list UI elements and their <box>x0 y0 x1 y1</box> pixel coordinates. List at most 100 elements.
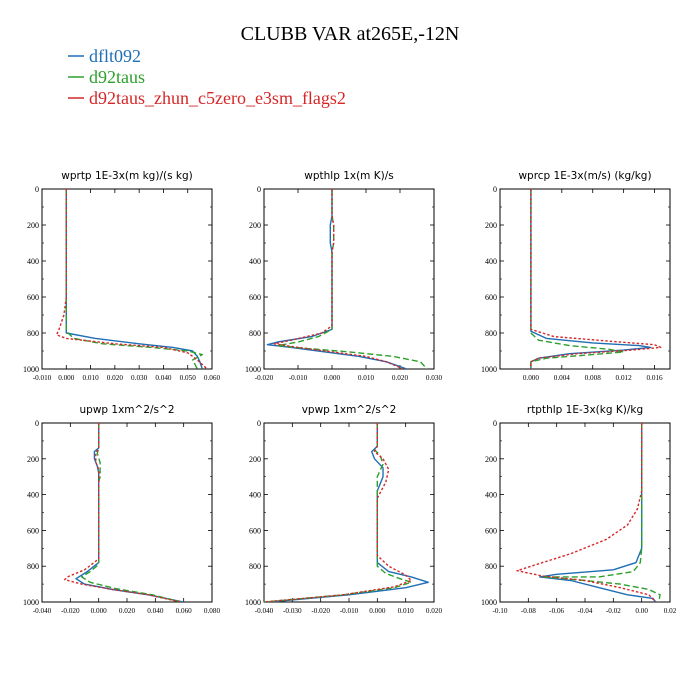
y-tick-label: 1000 <box>23 598 39 607</box>
x-tick-label: -0.010 <box>340 607 359 615</box>
series-line-d92taus-zhun-c5zero-e3sm-flags2 <box>64 423 181 602</box>
series-line-d92taus <box>530 189 625 369</box>
panel-3: wprcp 1E-3x(m/s) (kg/kg) 0 200 400 600 800 100… <box>481 170 671 382</box>
x-tick-label: -0.08 <box>521 607 536 615</box>
x-tick-label: -0.06 <box>549 607 564 615</box>
panel-title: wprtp 1E-3x(m kg)/(s kg) <box>61 170 192 182</box>
x-tick-label: 0.020 <box>119 607 136 615</box>
x-tick-label: -0.020 <box>311 607 330 615</box>
series-line-d92taus <box>264 423 412 602</box>
legend: dflt092 d92taus d92taus_zhun_c5zero_e3sm… <box>68 46 346 108</box>
legend-entry-dflt092: dflt092 <box>68 46 141 66</box>
y-tick-label: 600 <box>27 526 39 535</box>
y-tick-label: 1000 <box>23 365 39 374</box>
y-tick-label: 200 <box>249 455 261 464</box>
series-line-dflt092 <box>65 189 203 369</box>
x-tick-label: 0.030 <box>131 374 148 382</box>
y-tick-label: 800 <box>27 329 39 338</box>
x-tick-label: 0.000 <box>91 607 108 615</box>
y-tick-label: 400 <box>249 491 261 500</box>
x-tick-label: 0.020 <box>426 607 443 615</box>
x-tick-label: -0.020 <box>255 374 274 382</box>
x-tick-label: 0.020 <box>392 374 409 382</box>
x-tick-label: 0.030 <box>426 374 443 382</box>
series-line-dflt092 <box>75 423 184 602</box>
panel-4: upwp 1xm^2/s^2 0 200 400 600 800 1000-0.040 -0.… <box>23 404 220 615</box>
y-tick-label: 1000 <box>481 598 497 607</box>
y-tick-label: 800 <box>27 562 39 571</box>
panel-title: wprcp 1E-3x(m/s) (kg/kg) <box>518 170 651 182</box>
y-tick-label: 0 <box>257 419 261 428</box>
y-tick-label: 0 <box>35 185 39 194</box>
x-tick-label: 0.000 <box>523 374 540 382</box>
series-line-dflt092 <box>269 423 429 602</box>
x-tick-label: -0.040 <box>255 607 274 615</box>
x-tick-label: 0.008 <box>585 374 602 382</box>
x-tick-label: -0.040 <box>33 607 52 615</box>
x-tick-label: 0.060 <box>204 374 221 382</box>
series-line-d92taus-zhun-c5zero-e3sm-flags2 <box>273 189 404 369</box>
y-tick-label: 800 <box>485 562 497 571</box>
y-tick-label: 0 <box>35 419 39 428</box>
plot-frame <box>263 422 435 603</box>
x-tick-label: -0.10 <box>493 607 508 615</box>
x-tick-label: 0.010 <box>82 374 99 382</box>
x-tick-label: 0.000 <box>324 374 341 382</box>
x-tick-label: 0.004 <box>554 374 571 382</box>
y-tick-label: 0 <box>493 185 497 194</box>
series-line-d92taus-zhun-c5zero-e3sm-flags2 <box>530 189 662 369</box>
y-tick-label: 0 <box>257 185 261 194</box>
x-tick-label: 0.060 <box>176 607 193 615</box>
series-line-dflt092 <box>539 423 657 602</box>
plot-frame <box>41 422 213 603</box>
legend-entry-d92taus: d92taus <box>68 67 145 87</box>
y-tick-label: 200 <box>27 221 39 230</box>
x-tick-label: 0.000 <box>58 374 75 382</box>
panel-grid: wprtp 1E-3x(m kg)/(s kg) 0 200 400 600 800 100… <box>23 170 677 615</box>
y-tick-label: 200 <box>27 455 39 464</box>
y-tick-label: 200 <box>249 221 261 230</box>
y-tick-label: 1000 <box>245 598 261 607</box>
x-tick-label: 0.000 <box>369 607 386 615</box>
y-tick-label: 400 <box>485 257 497 266</box>
x-tick-label: 0.040 <box>155 374 172 382</box>
panel-title: upwp 1xm^2/s^2 <box>80 404 175 416</box>
x-tick-label: 0.010 <box>358 374 375 382</box>
x-tick-label: 0.040 <box>147 607 164 615</box>
x-tick-label: 0.02 <box>664 607 677 615</box>
y-tick-label: 600 <box>485 293 497 302</box>
y-tick-label: 800 <box>485 329 497 338</box>
x-tick-label: -0.030 <box>283 607 302 615</box>
x-tick-label: 0.00 <box>635 607 648 615</box>
y-tick-label: 800 <box>249 562 261 571</box>
y-tick-label: 200 <box>485 221 497 230</box>
y-tick-label: 0 <box>493 419 497 428</box>
y-tick-label: 600 <box>249 526 261 535</box>
series-line-d92taus-zhun-c5zero-e3sm-flags2 <box>55 189 208 369</box>
x-tick-label: 0.010 <box>398 607 415 615</box>
y-tick-label: 600 <box>27 293 39 302</box>
y-tick-label: 1000 <box>245 365 261 374</box>
legend-label-d92taus-zhun: d92taus_zhun_c5zero_e3sm_flags2 <box>89 88 346 108</box>
panel-5: vpwp 1xm^2/s^2 0 200 400 600 800 1000-0.040 -0.… <box>245 404 442 615</box>
panel-1: wprtp 1E-3x(m kg)/(s kg) 0 200 400 600 800 100… <box>23 170 220 382</box>
y-tick-label: 600 <box>485 526 497 535</box>
series-line-d92taus-zhun-c5zero-e3sm-flags2 <box>516 423 657 602</box>
series-line-d92taus <box>276 189 428 369</box>
x-tick-label: 0.012 <box>616 374 633 382</box>
series-line-dflt092 <box>266 189 408 369</box>
plot-frame <box>499 422 671 603</box>
y-tick-label: 800 <box>249 329 261 338</box>
panel-title: wpthlp 1x(m K)/s <box>304 170 394 182</box>
x-tick-label: 0.080 <box>204 607 221 615</box>
series-line-d92taus <box>65 189 203 369</box>
y-tick-label: 600 <box>249 293 261 302</box>
legend-label-d92taus: d92taus <box>89 67 145 87</box>
y-tick-label: 400 <box>27 491 39 500</box>
series-line-d92taus-zhun-c5zero-e3sm-flags2 <box>264 423 412 602</box>
figure-title: CLUBB VAR at265E,-12N <box>241 23 460 45</box>
y-tick-label: 200 <box>485 455 497 464</box>
x-tick-label: -0.02 <box>606 607 621 615</box>
x-tick-label: 0.020 <box>107 374 124 382</box>
x-tick-label: -0.04 <box>578 607 593 615</box>
